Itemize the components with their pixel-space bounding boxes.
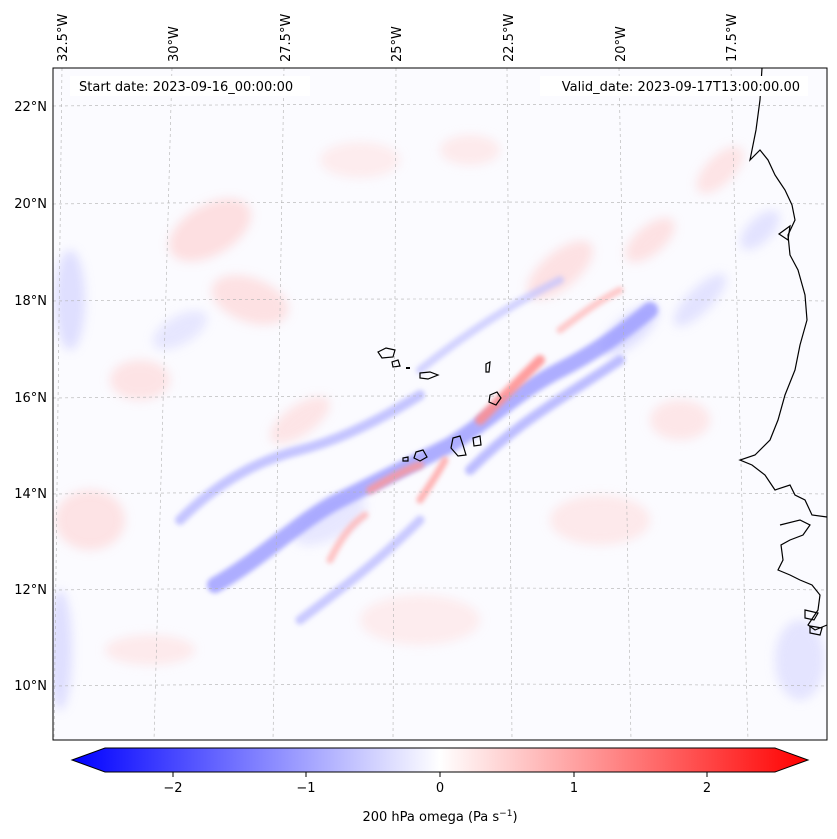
valid-date-label: Valid_date: 2023-09-17T13:00:00.00 xyxy=(562,80,800,95)
lon-tick: 17.5°W xyxy=(725,14,740,62)
colorbar-label-text: 200 hPa omega (Pa s xyxy=(362,810,499,825)
colorbar-tick-label: 0 xyxy=(436,781,444,796)
map-panel: Start date: 2023-09-16_00:00:00 Valid_da… xyxy=(14,14,828,741)
colorbar-tick-label: 2 xyxy=(703,781,711,796)
lat-tick: 16°N xyxy=(14,391,47,406)
colorbar-tick-label: −1 xyxy=(296,781,315,796)
colorbar-label-sup: −1 xyxy=(499,809,512,819)
colorbar-tick-label: 1 xyxy=(570,781,578,796)
lat-tick: 12°N xyxy=(14,583,47,598)
map-frame xyxy=(52,67,828,741)
lat-tick: 14°N xyxy=(14,487,47,502)
omega-field xyxy=(53,135,825,710)
lon-tick: 32.5°W xyxy=(56,14,71,62)
lon-tick: 30°W xyxy=(167,26,182,62)
lon-tick: 27.5°W xyxy=(279,14,294,62)
colorbar-ticks xyxy=(172,772,708,777)
colorbar-tick-label: −2 xyxy=(163,781,182,796)
coastlines xyxy=(377,68,827,636)
lon-tick: 25°W xyxy=(390,26,405,62)
colorbar-label-end: ) xyxy=(512,810,517,825)
lon-tick: 22.5°W xyxy=(502,14,517,62)
colorbar: −2 −1 0 1 2 200 hPa omega (Pa s−1) xyxy=(70,747,810,825)
lat-tick: 22°N xyxy=(14,100,47,115)
lat-tick-labels: 22°N 20°N 18°N 16°N 14°N 12°N 10°N xyxy=(14,100,47,694)
valid-date-box xyxy=(540,76,808,96)
colorbar-bar xyxy=(70,747,810,773)
lat-tick: 20°N xyxy=(14,197,47,212)
start-date-box xyxy=(70,76,310,96)
start-date-label: Start date: 2023-09-16_00:00:00 xyxy=(79,80,293,95)
gridlines xyxy=(53,68,827,740)
lon-tick-labels: 32.5°W 30°W 27.5°W 25°W 22.5°W 20°W 17.5… xyxy=(56,14,740,62)
colorbar-label: 200 hPa omega (Pa s−1) xyxy=(362,809,517,825)
lat-tick: 18°N xyxy=(14,294,47,309)
lat-tick: 10°N xyxy=(14,679,47,694)
lon-tick: 20°W xyxy=(614,26,629,62)
